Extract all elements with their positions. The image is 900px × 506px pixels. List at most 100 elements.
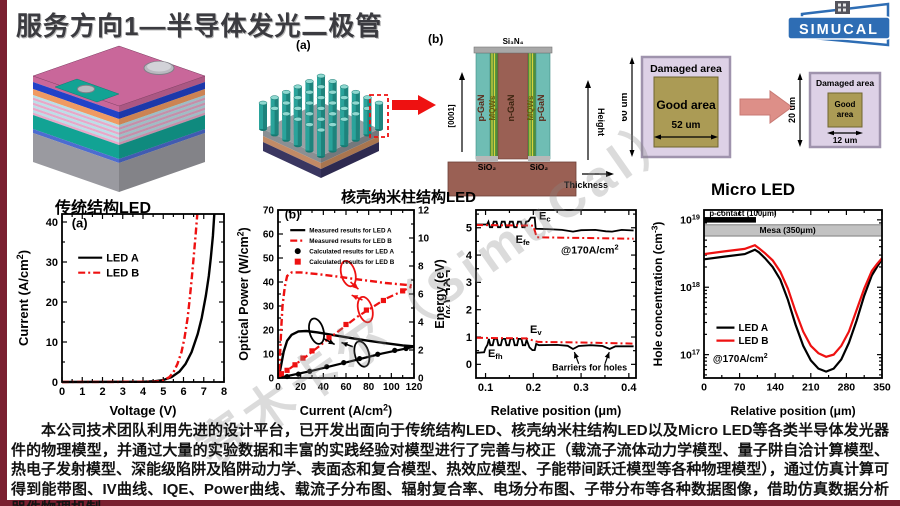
logo-text: SIMUCAL (799, 22, 879, 38)
series-measured-eqe-led-a (277, 329, 415, 376)
svg-text:6: 6 (418, 290, 424, 301)
led-layer (33, 110, 119, 143)
svg-text:0: 0 (59, 386, 65, 398)
svg-text:Measured results for LED B: Measured results for LED B (309, 238, 392, 245)
led-layer (119, 115, 205, 159)
sio2-left (476, 156, 498, 162)
series-calculated-led-b-marker (326, 335, 332, 341)
chart-energy-band: 0.1 0.2 0.3 0.4 0 1 2 3 4 5 Ec Efe @170A/cm2 Ev Efh Bar… (432, 202, 646, 425)
traditional-led-label: 传统结构LED (55, 200, 152, 217)
height-axis-arrowhead (585, 80, 591, 88)
svg-text:Mesa (350μm): Mesa (350μm) (760, 225, 816, 235)
si3n4-label: Si₃N₄ (503, 37, 524, 46)
small-damaged-label: Damaged area (816, 78, 874, 88)
led-layer (119, 112, 205, 145)
svg-text:Relative position (μm): Relative position (μm) (491, 404, 622, 418)
series-calculated-led-b-marker (284, 367, 290, 373)
svg-text:20: 20 (263, 326, 275, 337)
svg-text:70: 70 (734, 382, 746, 394)
nanopillar (328, 122, 337, 153)
nanopillar (258, 100, 268, 131)
svg-text:20: 20 (46, 297, 58, 309)
small-die-inner (827, 92, 863, 128)
svg-text:20: 20 (295, 382, 307, 393)
large-width-label: 52 um (672, 120, 701, 131)
substrate-layer (263, 136, 321, 169)
svg-text:0: 0 (275, 382, 281, 393)
svg-text:LED A: LED A (738, 323, 768, 334)
description-paragraph: 本公司技术团队利用先进的设计平台，已开发出面向于传统结构LED、核壳纳米柱结构L… (11, 422, 889, 506)
svg-text:10: 10 (263, 350, 275, 361)
svg-text:140: 140 (766, 382, 784, 394)
series-calculated-led-b-marker (278, 371, 284, 377)
series-calculated-led-b-marker (309, 348, 315, 354)
series-calculated-led-b-marker (400, 288, 406, 294)
series-calculated-led-b-marker (300, 355, 306, 361)
svg-text:1: 1 (466, 332, 472, 344)
led-layer (33, 95, 119, 128)
led-layer (33, 107, 119, 140)
led-layer (119, 76, 205, 112)
svg-text:Relative position (μm): Relative position (μm) (730, 404, 855, 418)
small-good-label-1: Good (835, 100, 856, 109)
svg-text:Ev: Ev (530, 324, 542, 337)
series-calculated-led-a-marker (341, 360, 347, 366)
svg-text:8: 8 (418, 262, 424, 273)
chart-canvas-band: 0.1 0.2 0.3 0.4 0 1 2 3 4 5 Ec Efe @170A/cm2 Ev Efh Bar… (433, 209, 637, 418)
svg-text:Voltage (V): Voltage (V) (110, 403, 177, 418)
svg-text:0.2: 0.2 (526, 382, 541, 394)
series-calculated-led-b-marker (343, 321, 349, 328)
svg-text:50: 50 (263, 254, 275, 265)
chart-canvas-power: 0 20 40 60 80 100 120010203040506070024681012E… (235, 206, 457, 419)
arrowhead (629, 57, 635, 64)
svg-text:10: 10 (46, 337, 58, 349)
svg-text:3: 3 (466, 277, 472, 289)
svg-text:5: 5 (160, 386, 166, 398)
chart-iv-curves: 0 1 2 3 4 5 6 7 8 0 10 20 30 40 (a) LED A LED B Voltage (… (15, 206, 234, 425)
led-layer (33, 97, 119, 130)
svg-text:Hole concentration (cm-3): Hole concentration (cm-3) (650, 222, 665, 367)
svg-text:Current (A/cm2): Current (A/cm2) (16, 250, 31, 346)
svg-text:Calculated results for LED B: Calculated results for LED B (309, 259, 394, 266)
arrowhead (797, 140, 803, 147)
svg-text:Optical Power (W/cm2): Optical Power (W/cm2) (236, 227, 251, 360)
led-layer (119, 129, 205, 163)
sio2-right (528, 156, 550, 162)
sio2-left-label: SiO₂ (478, 162, 497, 172)
series-ev (475, 336, 634, 354)
svg-text:100: 100 (383, 382, 400, 393)
svg-text:12: 12 (418, 206, 430, 217)
svg-text:0: 0 (52, 377, 58, 389)
mqw-left-label: MQWs (488, 95, 497, 120)
svg-text:Barriers for holes: Barriers for holes (552, 362, 627, 372)
c-axis-arrowhead (459, 72, 465, 80)
nanopillar (293, 116, 303, 148)
svg-text:LED A: LED A (106, 253, 139, 265)
svg-text:70: 70 (263, 206, 275, 217)
svg-text:p-contact (100μm): p-contact (100μm) (709, 209, 777, 218)
svg-text:LED B: LED B (106, 268, 139, 280)
arrowhead (629, 150, 635, 157)
svg-text:30: 30 (46, 257, 58, 269)
svg-text:Efh: Efh (488, 348, 503, 361)
svg-text:Efe: Efe (516, 234, 531, 247)
series-efh (475, 336, 634, 345)
svg-text:0.4: 0.4 (621, 382, 637, 394)
substrate-layer (321, 129, 379, 163)
led-layer (119, 100, 205, 133)
svg-text:2: 2 (418, 346, 424, 357)
substrate-layer (321, 142, 379, 178)
large-damaged-label: Damaged area (650, 63, 722, 75)
chart-canvas-iv: 0 1 2 3 4 5 6 7 8 0 10 20 30 40 (a) LED A LED B Voltage (… (15, 213, 227, 418)
logo-mark-dot (838, 8, 841, 12)
series-ec (476, 216, 634, 233)
svg-text:Energy (eV): Energy (eV) (433, 259, 447, 328)
svg-text:1018: 1018 (680, 280, 700, 294)
series-calculated-led-b-marker (380, 297, 386, 304)
nanopillar (305, 122, 314, 153)
svg-text:1019: 1019 (680, 213, 700, 227)
svg-text:0.1: 0.1 (478, 382, 493, 394)
led-layer (33, 133, 119, 192)
p-gan-right-label: p-GaN (536, 95, 546, 122)
p-gan-left-label: p-GaN (476, 95, 486, 122)
